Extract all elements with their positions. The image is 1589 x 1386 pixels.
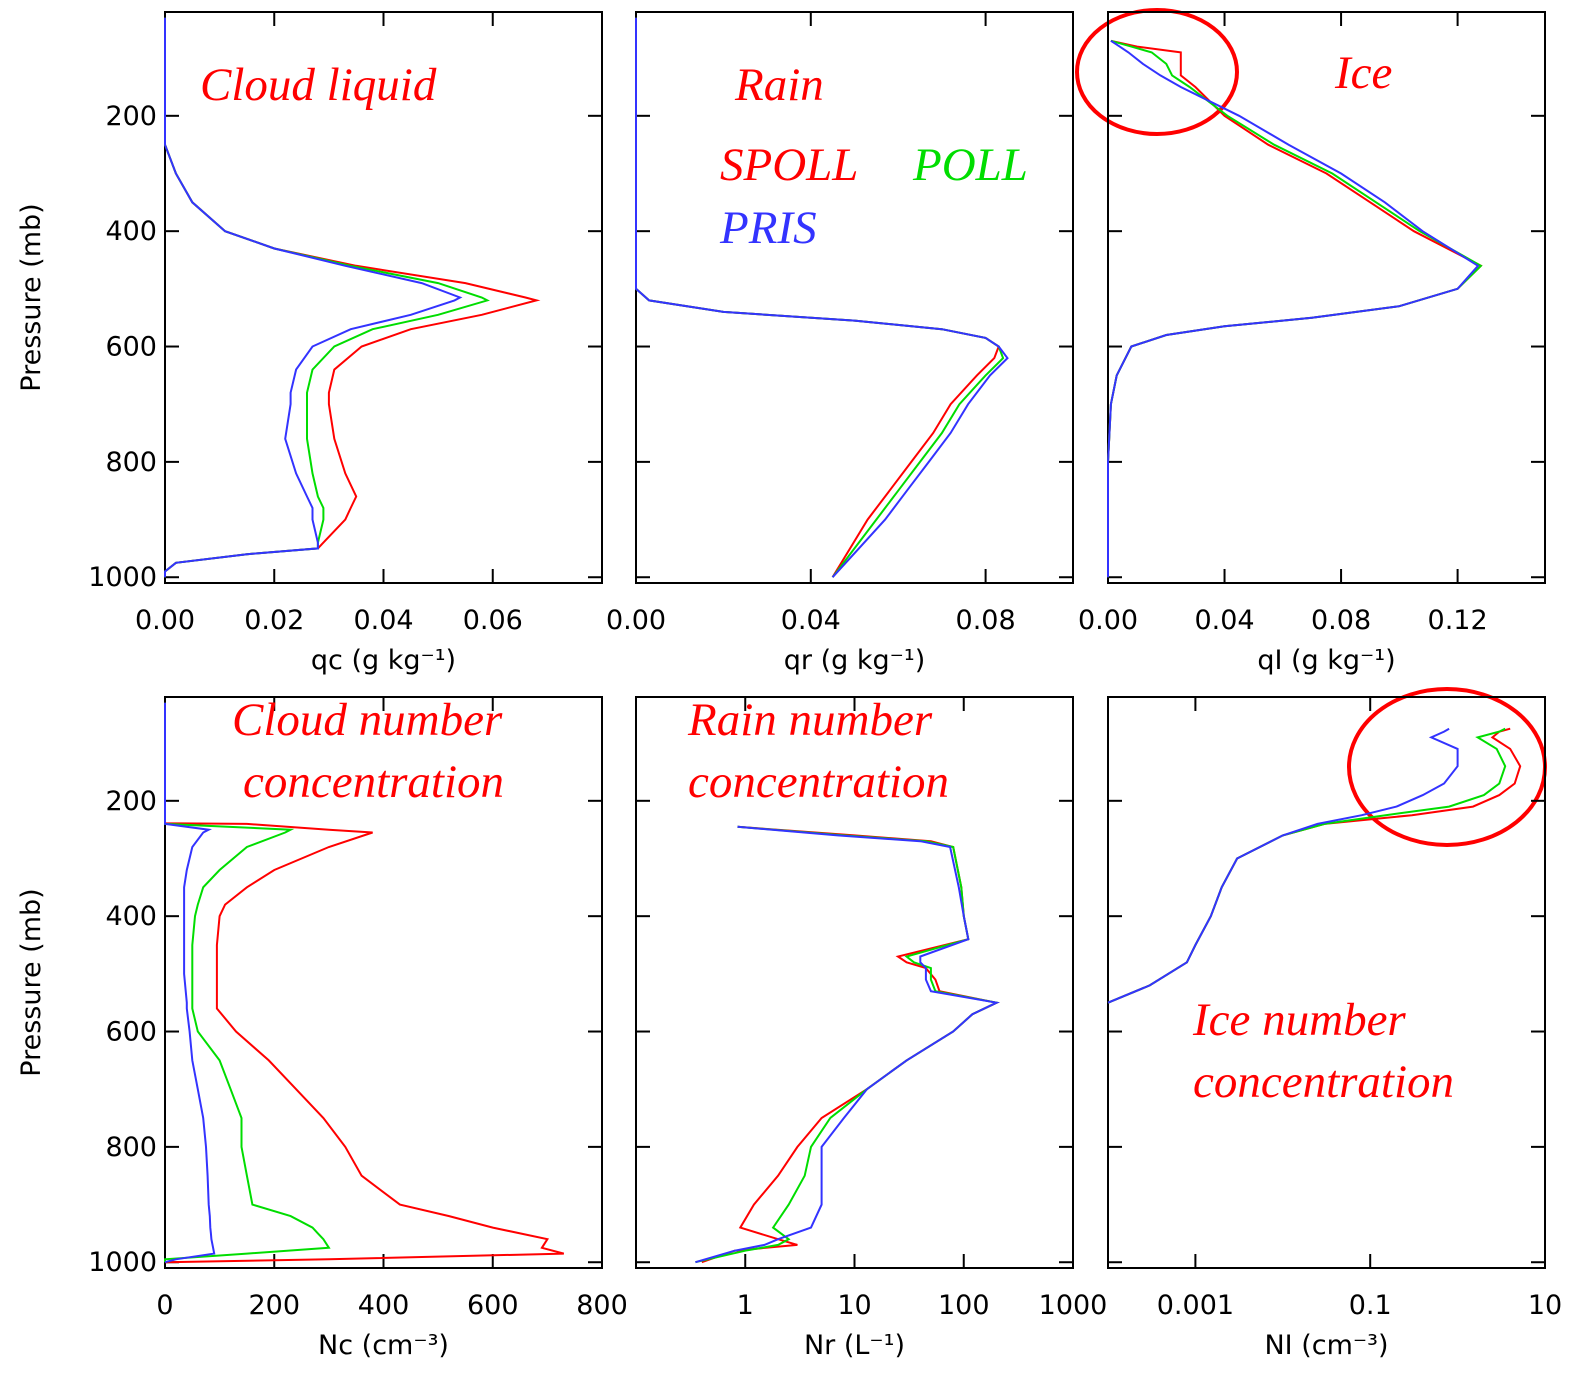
profile-line <box>164 17 463 578</box>
x-tick-label: 1 <box>737 1290 754 1321</box>
annotation: concentration <box>1193 1056 1454 1108</box>
plot-frame <box>1107 11 1546 584</box>
highlight-circle <box>1347 687 1547 847</box>
profile-line <box>1107 727 1507 1004</box>
y-axis-label: Pressure (mb) <box>16 203 47 391</box>
panel: 200 400 600 800 1000 0 200 400 600 800 Nc (cm⁻³) Pr… <box>16 694 628 1361</box>
x-tick-label: 0.12 <box>1428 605 1488 636</box>
x-tick-label: 0.001 <box>1157 1290 1234 1321</box>
profile-line <box>164 702 216 1264</box>
x-tick-label: 0.02 <box>244 605 304 636</box>
annotation: Cloud liquid <box>200 59 437 111</box>
profile-line <box>1107 727 1522 1004</box>
x-axis-label: NI (cm⁻³) <box>1264 1330 1388 1361</box>
profile-line <box>695 825 1000 1264</box>
x-tick-label: 0.08 <box>1311 605 1371 636</box>
x-tick-label: 0.04 <box>781 605 841 636</box>
x-tick-label: 0.00 <box>1078 605 1138 636</box>
profile-line <box>701 825 1000 1264</box>
y-axis-label: Pressure (mb) <box>16 888 47 1076</box>
x-axis-label: Nr (L⁻¹) <box>804 1330 905 1361</box>
panel: 0.00 0.04 0.08 qr (g kg⁻¹) SPOLL POLL PRIS Rain <box>606 11 1074 676</box>
x-axis-label: qr (g kg⁻¹) <box>784 645 925 676</box>
panel: 0.00 0.04 0.08 0.12 qI (g kg⁻¹) Ice <box>1078 11 1546 676</box>
x-axis-label: qI (g kg⁻¹) <box>1257 645 1395 676</box>
profile-line <box>1107 39 1480 578</box>
x-tick-label: 200 <box>248 1290 300 1321</box>
profile-line <box>1107 727 1459 1004</box>
highlight-circle <box>1075 8 1239 136</box>
x-tick-label: 600 <box>467 1290 519 1321</box>
x-tick-label: 0.1 <box>1349 1290 1392 1321</box>
y-tick-label: 400 <box>105 901 157 932</box>
annotation: Rain number <box>687 694 933 746</box>
y-tick-label: 400 <box>105 216 157 247</box>
profile-line <box>635 17 1009 578</box>
y-tick-label: 600 <box>105 1017 157 1048</box>
plot-frame <box>1107 696 1546 1269</box>
x-tick-label: 0.04 <box>353 605 413 636</box>
x-tick-label: 1000 <box>1039 1290 1108 1321</box>
x-tick-label: 400 <box>358 1290 410 1321</box>
x-tick-label: 0.04 <box>1194 605 1254 636</box>
y-tick-label: 800 <box>105 447 157 478</box>
x-tick-label: 800 <box>576 1290 628 1321</box>
x-tick-label: 10 <box>837 1290 871 1321</box>
annotation: Cloud number <box>232 694 503 746</box>
x-tick-label: 0.00 <box>135 605 195 636</box>
x-tick-label: 10 <box>1528 1290 1562 1321</box>
y-tick-label: 600 <box>105 332 157 363</box>
panel: 1 10 100 1000 Nr (L⁻¹) Rain number concentrati… <box>635 694 1108 1361</box>
annotation: concentration <box>243 756 504 808</box>
profile-line <box>164 702 565 1264</box>
profile-line <box>1107 39 1483 578</box>
legend-entry: PRIS <box>719 202 817 254</box>
y-tick-label: 800 <box>105 1132 157 1163</box>
y-tick-label: 200 <box>105 786 157 817</box>
x-axis-label: Nc (cm⁻³) <box>318 1330 449 1361</box>
x-tick-label: 0.08 <box>956 605 1016 636</box>
profile-line <box>164 702 331 1263</box>
x-tick-label: 0 <box>156 1290 173 1321</box>
annotation: concentration <box>688 756 949 808</box>
profile-line <box>695 825 1000 1264</box>
x-axis-label: qc (g kg⁻¹) <box>311 645 456 676</box>
x-tick-label: 0.06 <box>463 605 523 636</box>
legend-entry: SPOLL <box>720 139 858 191</box>
y-tick-label: 1000 <box>88 1247 157 1278</box>
annotation: Ice <box>1334 47 1392 99</box>
annotation: Ice number <box>1192 994 1406 1046</box>
legend-entry: POLL <box>912 139 1028 191</box>
profile-line <box>1107 39 1483 578</box>
x-tick-label: 0.00 <box>606 605 666 636</box>
y-tick-label: 200 <box>105 101 157 132</box>
panel: 0.001 0.1 10 NI (cm⁻³) Ice number concentrati… <box>1107 696 1562 1361</box>
x-tick-label: 100 <box>938 1290 990 1321</box>
plot-frame <box>635 11 1074 584</box>
annotation: Rain <box>734 59 824 111</box>
y-tick-label: 1000 <box>88 562 157 593</box>
